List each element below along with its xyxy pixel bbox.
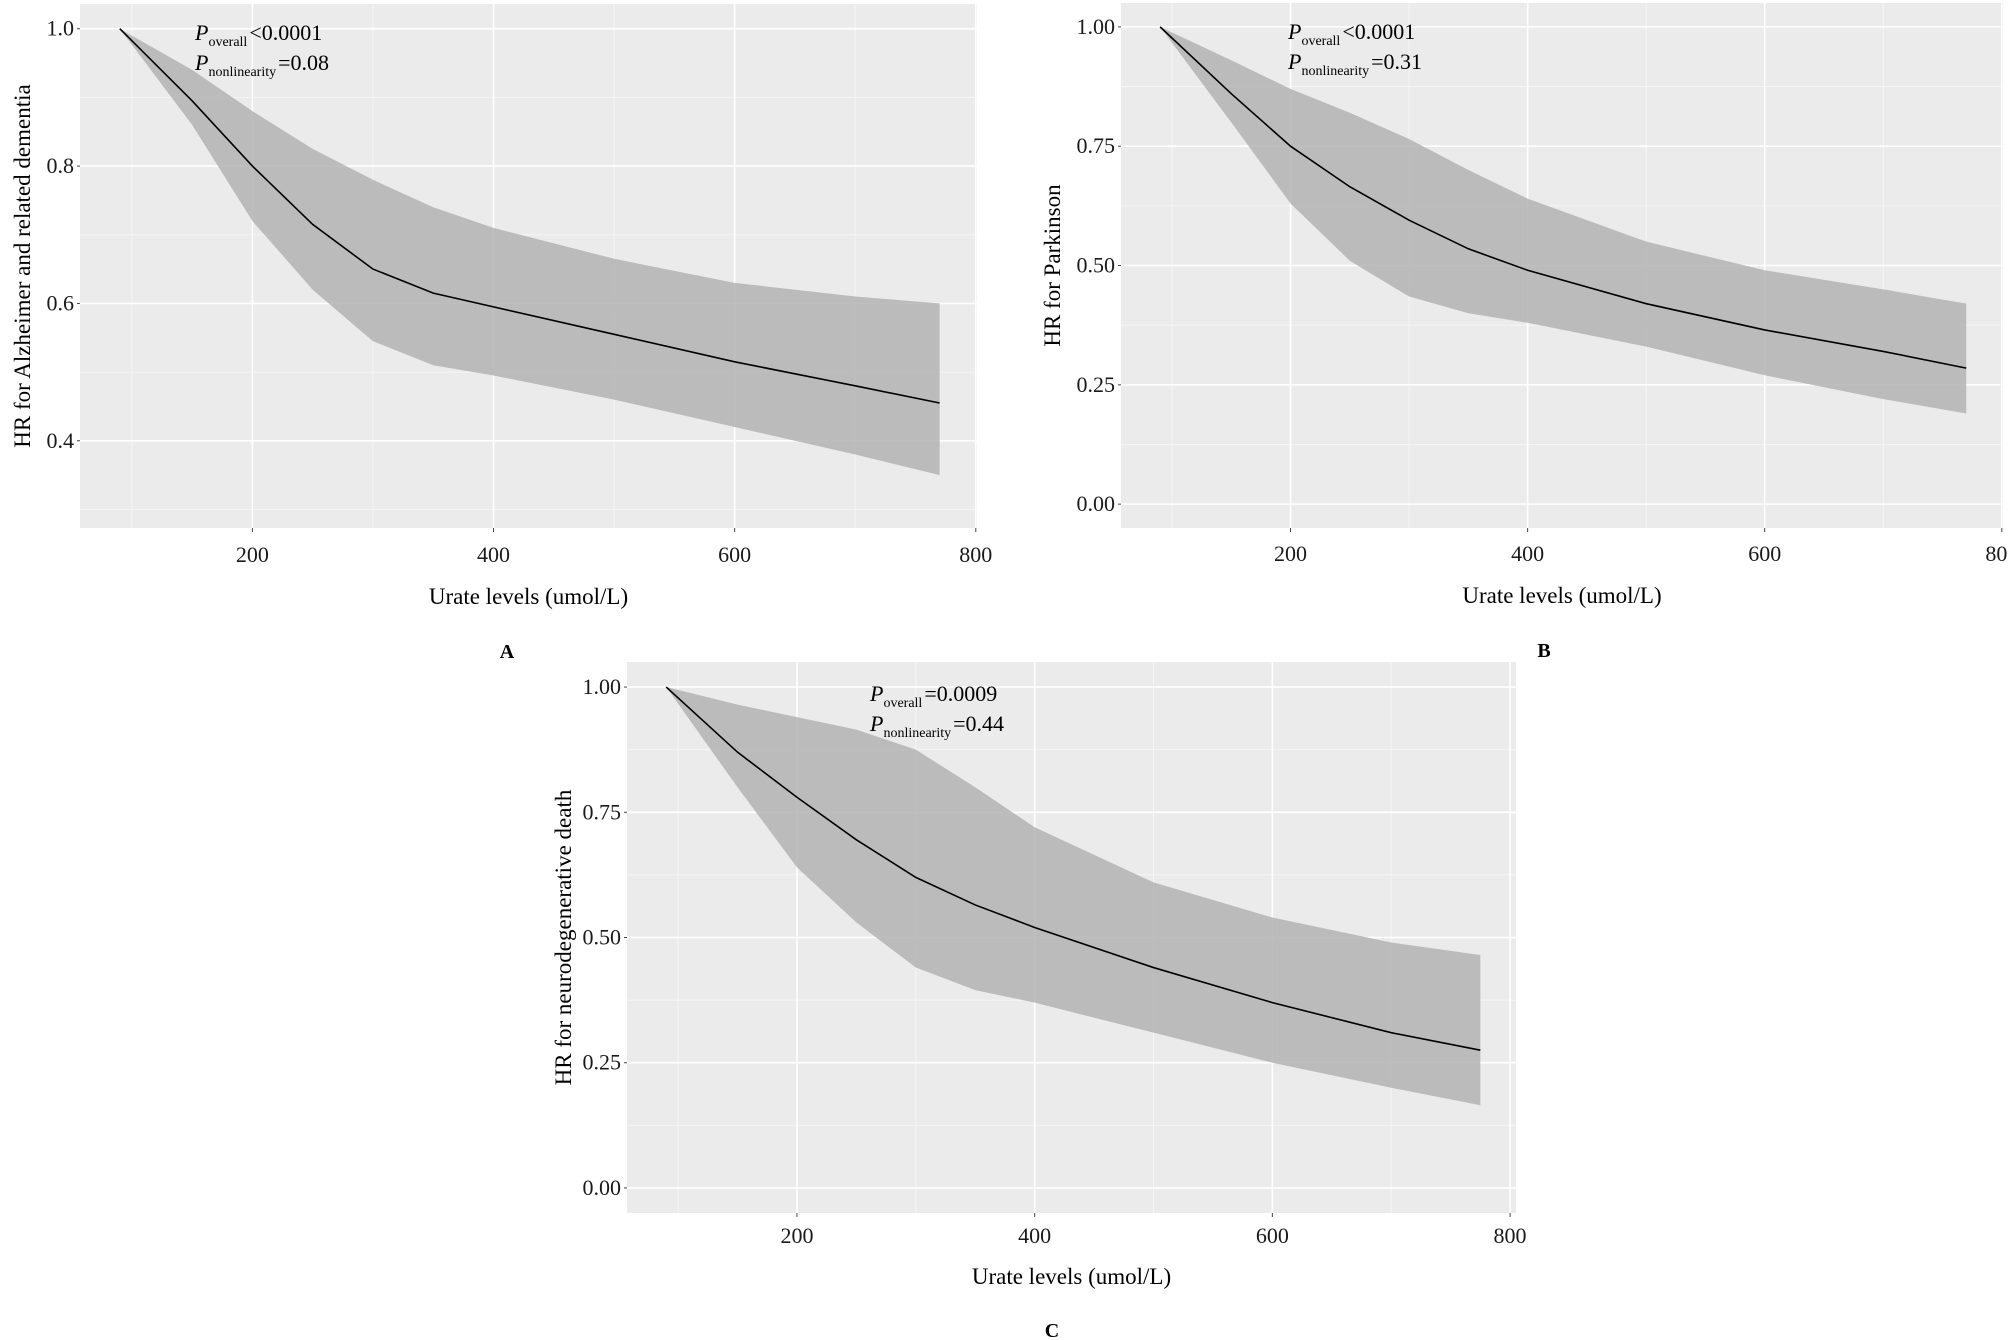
p-subscript: nonlinearity [883,726,951,741]
p-symbol: P [1287,19,1301,44]
p-subscript: nonlinearity [1301,64,1369,79]
y-tick-label: 0.00 [1077,491,1116,516]
y-tick-label: 1.00 [1077,14,1116,39]
y-tick-label: 0.75 [1077,133,1116,158]
p-value-annotation: Pnonlinearity=0.44 [869,711,1004,741]
y-tick-label: 1.00 [583,674,622,699]
y-tick-label: 0.25 [1077,372,1116,397]
panel-label: A [500,641,515,663]
p-symbol: P [194,20,208,45]
x-tick-label: 600 [1748,541,1781,566]
p-value: =0.08 [278,50,329,75]
confidence-band [1160,26,1967,414]
panel-b: 200 400 600 800 0.00 0.25 0.50 0.75 1.00 Urate le… [1040,3,2008,662]
x-tick-label: 800 [1494,1223,1527,1248]
p-value-annotation: Poverall=0.0009 [869,681,997,711]
hr-curve [119,28,940,404]
x-tick-label: 200 [1274,541,1307,566]
x-axis-title: Urate levels (umol/L) [972,1264,1171,1289]
x-axis-title: Urate levels (umol/L) [1462,583,1661,608]
p-symbol: P [194,50,208,75]
x-tick-label: 200 [236,542,269,567]
x-tick-label: 200 [780,1223,813,1248]
x-tick-label: 400 [1018,1223,1051,1248]
y-tick-label: 0.00 [583,1175,622,1200]
y-tick-label: 0.25 [583,1050,622,1075]
p-value: =0.31 [1371,49,1422,74]
y-axis-title: HR for Parkinson [1040,184,1065,347]
y-tick-label: 0.6 [47,290,75,315]
p-subscript: overall [1301,34,1340,49]
x-tick-label: 800 [1985,541,2008,566]
hr-curve [1159,26,1967,369]
p-value-annotation: Pnonlinearity=0.31 [1287,49,1422,79]
panel-a: 200 400 600 800 0.4 0.6 0.8 1.0 Urate levels (um… [10,4,992,663]
p-value-annotation: Pnonlinearity=0.08 [194,50,329,80]
y-tick-label: 0.50 [1077,253,1116,278]
p-symbol: P [869,681,883,706]
confidence-band [119,28,940,476]
x-axis-title: Urate levels (umol/L) [429,584,628,609]
y-axis-title: HR for neurodegenerative death [551,789,576,1085]
p-value: =0.0009 [924,681,997,706]
p-subscript: nonlinearity [208,65,276,80]
p-value: =0.44 [953,711,1004,736]
x-tick-label: 600 [718,542,751,567]
panel-c: 200 400 600 800 0.00 0.25 0.50 0.75 1.00 Urate le… [551,662,1527,1340]
y-tick-label: 0.75 [583,799,622,824]
p-subscript: overall [208,35,247,50]
p-value: <0.0001 [1342,19,1415,44]
y-tick-label: 0.8 [47,153,75,178]
p-value-annotation: Poverall<0.0001 [1287,19,1415,49]
p-value: <0.0001 [249,20,322,45]
x-tick-label: 400 [1511,541,1544,566]
hr-curve [665,686,1481,1051]
p-value-annotation: Poverall<0.0001 [194,20,322,50]
y-tick-label: 0.4 [47,428,75,453]
x-tick-label: 400 [477,542,510,567]
panel-label: C [1045,1320,1059,1340]
y-axis-title: HR for Alzheimer and related dementia [10,84,35,447]
x-tick-label: 600 [1256,1223,1289,1248]
confidence-band [666,687,1481,1106]
p-symbol: P [869,711,883,736]
panel-label: B [1537,640,1550,662]
y-tick-label: 1.0 [47,16,75,41]
y-tick-label: 0.50 [583,925,622,950]
p-subscript: overall [883,696,922,711]
p-symbol: P [1287,49,1301,74]
x-tick-label: 800 [959,542,992,567]
